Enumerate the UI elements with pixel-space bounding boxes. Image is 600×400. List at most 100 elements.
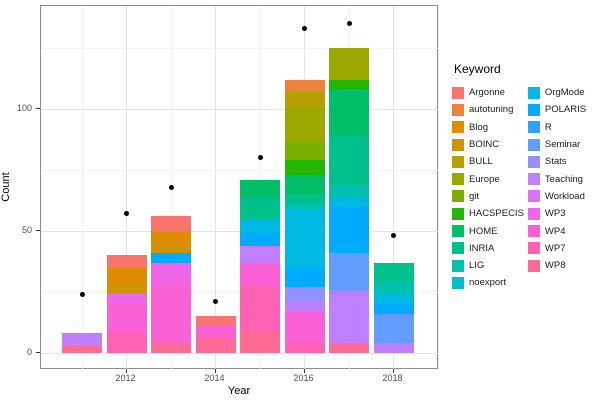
legend-label: Workload <box>544 190 585 202</box>
bar-2018-segment-POLARIS <box>373 304 414 314</box>
bar-2016-segment-POLARIS <box>284 267 325 288</box>
bar-2016-segment-OrgMode <box>284 209 325 268</box>
legend-swatch-Teaching <box>527 173 540 186</box>
legend-label: WP8 <box>544 260 566 272</box>
legend-swatch-R <box>527 121 540 134</box>
bar-2013-segment-WP4 <box>151 282 191 344</box>
legend-label: OrgMode <box>544 87 585 99</box>
y-tickmark <box>36 230 40 231</box>
y-tickmark <box>36 108 40 109</box>
legend-swatch-noexport <box>452 276 464 289</box>
bar-2014-segment-WP8 <box>195 338 236 353</box>
legend-swatch-HACSPECIS <box>452 207 464 220</box>
gridline-major-y <box>41 109 439 110</box>
plot-panel <box>40 5 439 370</box>
legend-item-Europe: Europe <box>452 170 524 187</box>
legend-item-BULL: BULL <box>452 153 524 170</box>
bar-2016-segment-Stats <box>284 287 325 302</box>
bar-2016-segment-WP4 <box>284 311 325 344</box>
gridline-minor-y <box>41 48 439 49</box>
legend-swatch-Europe <box>452 173 464 186</box>
legend-columns: Argonne autotuning Blog BOINC BULL Europe git H… <box>452 84 598 292</box>
legend-label: Europe <box>469 173 500 185</box>
bar-2012-segment-BOINC <box>106 284 147 295</box>
legend-item-WP3: WP3 <box>527 205 586 222</box>
bar-2016-segment-BULL <box>284 91 325 107</box>
bar-2017-segment-HACSPECIS <box>329 79 369 90</box>
point-2013 <box>168 184 174 190</box>
point-2011 <box>79 291 85 297</box>
legend: Keyword Argonne autotuning Blog BOINC BULL Eu… <box>452 62 598 292</box>
point-2015 <box>257 155 263 161</box>
bar-2016-segment-INRIA <box>284 194 325 205</box>
gridline-minor-y <box>41 170 439 171</box>
bar-2017-segment-OrgMode <box>329 196 369 207</box>
bar-2013-segment-WP8 <box>151 343 191 353</box>
legend-swatch-LIG <box>452 259 464 272</box>
bar-2014-segment-Argonne <box>195 316 236 327</box>
point-2014 <box>213 299 218 305</box>
gridline-major-x <box>215 6 216 370</box>
legend-swatch-OrgMode <box>527 86 540 99</box>
bar-2018-segment-Teaching <box>373 343 414 353</box>
legend-item-Blog: Blog <box>452 119 524 136</box>
bar-2012-segment-WP7 <box>106 331 147 353</box>
x-tick-label: 2016 <box>293 373 314 383</box>
point-2018 <box>391 233 396 239</box>
y-axis-title: Count <box>0 172 12 202</box>
bar-2016-segment-Europe <box>284 106 325 141</box>
bar-2015-segment-WP4 <box>240 262 280 285</box>
legend-item-WP8: WP8 <box>527 257 586 274</box>
legend-label: R <box>544 121 552 133</box>
bar-2015-segment-INRIA <box>240 196 280 219</box>
bar-2017-segment-LIG <box>329 184 369 197</box>
legend-label: HOME <box>469 225 498 237</box>
bar-2017-segment-Europe <box>329 48 369 80</box>
bar-2013-segment-Argonne <box>151 216 191 231</box>
legend-item-OrgMode: OrgMode <box>527 84 586 101</box>
legend-label: Argonne <box>469 87 505 99</box>
bar-2013-segment-POLARIS <box>151 252 191 263</box>
legend-label: Teaching <box>544 173 583 185</box>
gridline-major-x <box>126 6 127 370</box>
bar-2011-segment-Teaching <box>62 333 102 346</box>
legend-swatch-autotuning <box>452 103 464 116</box>
legend-item-HOME: HOME <box>452 222 524 239</box>
bar-2015-segment-OrgMode <box>240 218 280 234</box>
legend-item-Seminar: Seminar <box>527 136 586 153</box>
gridline-major-y <box>41 353 439 354</box>
bar-2013-segment-BOINC <box>151 245 191 253</box>
x-tick-label: 2012 <box>115 373 136 383</box>
y-tickmark <box>36 352 40 353</box>
x-tickmark <box>125 369 127 373</box>
legend-label: Seminar <box>544 139 581 151</box>
bar-2012-segment-WP3 <box>106 294 147 305</box>
legend-item-git: git <box>452 188 524 205</box>
legend-title: Keyword <box>454 62 501 76</box>
legend-item-autotuning: autotuning <box>452 101 524 118</box>
legend-label: BOINC <box>469 139 500 151</box>
legend-swatch-WP4 <box>527 225 540 238</box>
legend-item-R: R <box>527 119 586 136</box>
y-tick-label: 100 <box>16 103 32 113</box>
bar-2016-segment-autotuning <box>284 79 325 92</box>
legend-swatch-git <box>452 190 464 203</box>
legend-label: BULL <box>469 156 493 168</box>
bar-2017-segment-Seminar <box>329 252 369 290</box>
legend-swatch-WP7 <box>527 242 540 255</box>
legend-item-WP7: WP7 <box>527 240 586 257</box>
point-2017 <box>346 21 352 27</box>
legend-label: autotuning <box>469 104 514 116</box>
bar-2016-segment-HACSPECIS <box>284 160 325 175</box>
legend-item-INRIA: INRIA <box>452 240 524 257</box>
legend-label: WP3 <box>544 208 566 220</box>
x-tickmark <box>303 369 305 373</box>
legend-item-Workload: Workload <box>527 188 586 205</box>
point-2016 <box>302 25 307 31</box>
x-tickmark <box>214 369 216 373</box>
bar-2016-segment-HOME <box>284 174 325 195</box>
legend-label: git <box>469 190 480 202</box>
legend-label: Blog <box>469 121 489 133</box>
bar-2015-segment-WP8 <box>240 331 280 353</box>
bar-2012-segment-Argonne <box>106 255 147 268</box>
